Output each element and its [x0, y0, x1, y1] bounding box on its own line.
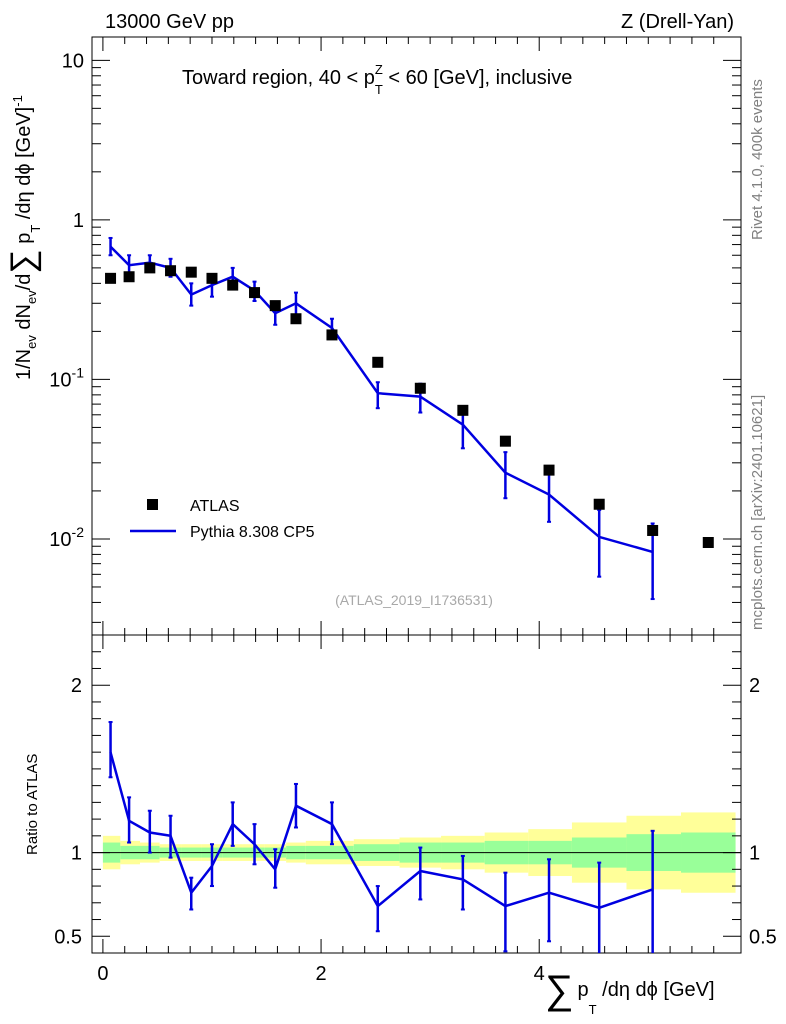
atlas-point: [105, 272, 117, 284]
atlas-point: [326, 329, 338, 341]
ratio-ytick-label: 1: [71, 843, 82, 865]
main-ytick-label: 10-1: [49, 364, 84, 391]
main-panel: 10 1 10-1 10-2 Toward region, 40 < pTZ < 60…: [4, 36, 742, 636]
main-ytick-label: 10-2: [49, 524, 84, 551]
atlas-point: [499, 435, 511, 447]
atlas-point: [543, 464, 555, 476]
atlas-point: [227, 279, 239, 291]
ratio-xlabel: ∑ pT /dη dϕ [GeV]: [545, 968, 715, 1017]
atlas-point: [647, 524, 659, 536]
main-frame: [91, 36, 742, 636]
title-part-b: < 60 [GeV], inclusive: [383, 67, 573, 89]
legend-label-atlas: ATLAS: [190, 498, 240, 515]
main-title: Toward region, 40 < pTZ < 60 [GeV], incl…: [182, 62, 572, 97]
atlas-point: [372, 356, 384, 368]
atlas-point: [702, 536, 714, 548]
ratio-series: [108, 721, 655, 953]
main-series: [105, 236, 714, 601]
ratio-line: [109, 751, 654, 910]
ratio-ytick-label-right: 0.5: [749, 926, 777, 948]
ratio-xtick-label: 2: [315, 963, 326, 985]
atlas-point: [123, 271, 135, 283]
atlas-point: [165, 265, 177, 277]
title-part-a: Toward region, 40 < p: [182, 67, 375, 89]
ratio-ylabel: Ratio to ATLAS: [24, 754, 41, 855]
atlas-point: [249, 287, 261, 299]
mcplots-label: mcplots.cern.ch [arXiv:2401.10621]: [749, 395, 766, 630]
rivet-label: Rivet 4.1.0, 400k events: [749, 79, 766, 240]
main-ytick-label: 10: [62, 50, 84, 72]
legend-label-pythia: Pythia 8.308 CP5: [190, 524, 315, 541]
atlas-point: [457, 404, 469, 416]
atlas-point: [144, 262, 156, 274]
ratio-ytick-label-right: 2: [749, 675, 760, 697]
title-sup: Z: [375, 62, 383, 77]
ratio-ytick-label: 0.5: [54, 926, 82, 948]
main-ytick-label: 1: [73, 210, 84, 232]
atlas-point: [206, 272, 218, 284]
xlabel-a: p: [578, 979, 589, 1001]
legend: ATLAS Pythia 8.308 CP5: [130, 498, 315, 541]
atlas-point: [414, 382, 426, 394]
main-ticks: 10 1 10-1 10-2: [49, 37, 741, 635]
title-sub: T: [375, 82, 383, 97]
atlas-point: [185, 266, 197, 278]
atlas-point: [269, 300, 281, 312]
ratio-xtick-label: 0: [97, 963, 108, 985]
header-right: Z (Drell-Yan): [621, 11, 734, 33]
atlas-point: [593, 498, 605, 510]
xlabel-sum: ∑: [545, 968, 574, 1012]
ratio-ticks: 0.5 0.5 1 1 2 2 0 2 4: [54, 635, 777, 985]
ratio-xtick-label: 4: [534, 963, 545, 985]
legend-marker-atlas: [147, 499, 158, 510]
ratio-panel: 0.5 0.5 1 1 2 2 0 2 4 Ratio to ATLAS ∑ pT /dη dϕ …: [24, 634, 777, 1017]
ratio-frame: [91, 634, 742, 954]
xlabel-sub: T: [589, 1002, 597, 1017]
ratio-ytick-label: 2: [71, 675, 82, 697]
atlas-point: [290, 313, 302, 325]
main-ylabel: 1/Nev dNev/d∑ pT /dη dϕ [GeV]-1: [4, 95, 43, 380]
analysis-id: (ATLAS_2019_I1736531): [335, 592, 493, 608]
xlabel-b: /dη dϕ [GeV]: [597, 979, 715, 1001]
header-left: 13000 GeV pp: [105, 11, 234, 33]
ratio-ytick-label-right: 1: [749, 843, 760, 865]
